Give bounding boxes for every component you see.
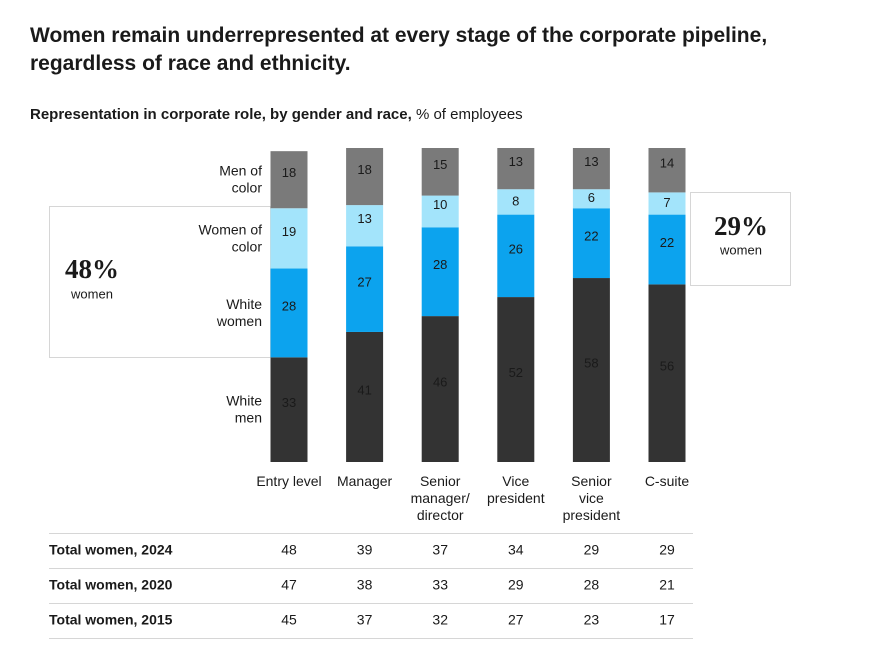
x-tick-label: Senior manager/director (411, 473, 470, 523)
annotation-label: women (719, 242, 762, 257)
annotation-label: women (70, 286, 113, 301)
table-row-label: Total women, 2024 (49, 542, 173, 558)
bar-segment (270, 357, 308, 462)
value-label: 7 (663, 195, 670, 210)
value-label: 58 (584, 355, 598, 370)
x-tick-label: Vice president (487, 473, 545, 506)
bar-segment (270, 268, 308, 358)
bar-segment (421, 148, 459, 196)
value-label: 52 (509, 365, 523, 380)
legend-label: Women of color (198, 221, 262, 254)
table-cell: 37 (357, 612, 373, 628)
value-label: 18 (282, 165, 296, 180)
bar-segment (497, 148, 535, 190)
table-cell: 21 (659, 577, 675, 593)
x-tick-label: Manager (337, 473, 393, 489)
table-cell: 48 (281, 542, 297, 558)
value-label: 41 (357, 382, 371, 397)
table-cell: 33 (432, 577, 448, 593)
table-cell: 29 (659, 542, 675, 558)
bar-segment (648, 284, 686, 462)
bar-segment (572, 278, 610, 462)
value-label: 13 (584, 154, 598, 169)
bar-segment (572, 208, 610, 279)
value-label: 56 (660, 359, 674, 374)
table-cell: 23 (584, 612, 600, 628)
bar-segment (497, 297, 535, 462)
x-tick-label: Entry level (256, 473, 321, 489)
bar-segment (497, 189, 535, 215)
bar-segment (497, 214, 535, 298)
value-label: 28 (282, 298, 296, 313)
annotation-value: 29% (714, 211, 768, 241)
value-label: 6 (588, 190, 595, 205)
table-cell: 28 (584, 577, 600, 593)
bar-segment (346, 205, 384, 247)
table-cell: 17 (659, 612, 675, 628)
table-row-label: Total women, 2020 (49, 577, 173, 593)
table-cell: 38 (357, 577, 373, 593)
table-cell: 39 (357, 542, 373, 558)
table-cell: 47 (281, 577, 297, 593)
value-label: 19 (282, 224, 296, 239)
value-label: 22 (584, 229, 598, 244)
bar-segment (421, 195, 459, 228)
chart-subtitle: Representation in corporate role, by gen… (30, 106, 523, 123)
value-label: 15 (433, 157, 447, 172)
annotation-value: 48% (65, 254, 119, 284)
value-label: 13 (357, 211, 371, 226)
table-row-label: Total women, 2015 (49, 612, 173, 628)
value-label: 27 (357, 275, 371, 290)
bar-segment (346, 148, 384, 206)
bar-segment (421, 316, 459, 462)
table-cell: 45 (281, 612, 297, 628)
table-cell: 34 (508, 542, 524, 558)
bar-segment (346, 331, 384, 462)
table-cell: 27 (508, 612, 524, 628)
x-tick-label: C-suite (645, 473, 690, 489)
annotation-box (690, 192, 791, 286)
value-label: 14 (660, 156, 674, 171)
x-tick-label: Senior vice president (563, 473, 621, 523)
value-label: 22 (660, 235, 674, 250)
subtitle-text: Representation in corporate role, by gen… (30, 106, 412, 123)
value-label: 8 (512, 193, 519, 208)
legend-label: Men of color (219, 162, 262, 195)
value-label: 46 (433, 374, 447, 389)
value-label: 10 (433, 197, 447, 212)
bar-segment (270, 151, 308, 209)
value-label: 26 (509, 241, 523, 256)
value-label: 28 (433, 257, 447, 272)
bar-segment (346, 246, 384, 332)
legend-label: White women (216, 296, 262, 329)
bar-segment (648, 148, 686, 193)
value-label: 13 (509, 154, 523, 169)
bar-segment (648, 214, 686, 285)
subtitle-unit: % of employees (415, 106, 523, 123)
bar-segment (270, 208, 308, 269)
table-cell: 29 (584, 542, 600, 558)
legend-label: White men (226, 392, 262, 425)
bar-segment (648, 192, 686, 215)
bar-segment (572, 148, 610, 190)
chart-title: Women remain underrepresented at every s… (30, 24, 768, 75)
value-label: 33 (282, 395, 296, 410)
bar-segment (572, 189, 610, 209)
table-cell: 32 (432, 612, 448, 628)
bar-segment (421, 227, 459, 317)
table-cell: 37 (432, 542, 448, 558)
value-label: 18 (357, 162, 371, 177)
table-cell: 29 (508, 577, 524, 593)
